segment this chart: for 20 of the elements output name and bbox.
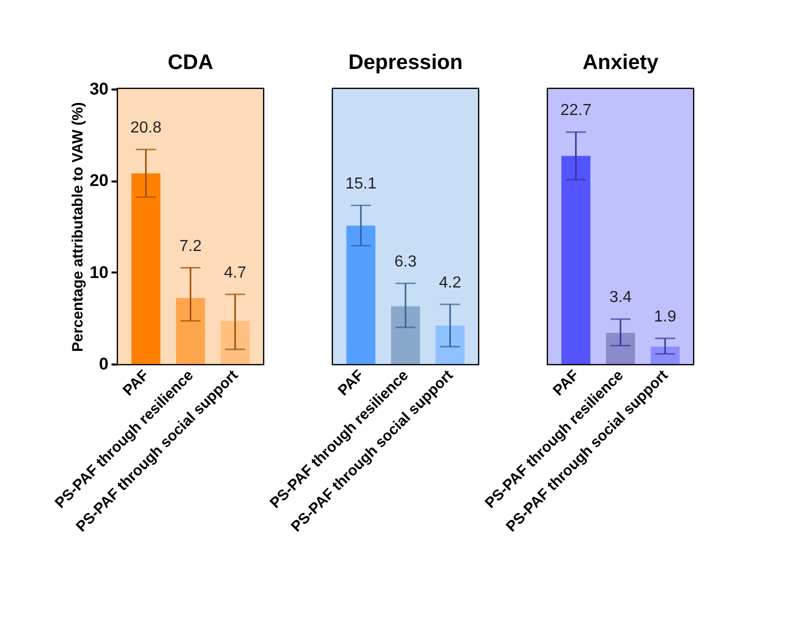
data-label: 4.7 — [224, 264, 246, 282]
y-axis-title: Percentage attributable to VAW (%) — [70, 102, 87, 352]
data-label: 6.3 — [394, 253, 417, 270]
data-label: 22.7 — [560, 102, 592, 120]
bar — [176, 298, 205, 364]
y-tick-label: 20 — [90, 171, 108, 190]
y-tick-label: 10 — [90, 262, 108, 282]
data-label: 15.1 — [345, 175, 377, 192]
data-label: 4.2 — [438, 274, 462, 292]
data-label: 1.9 — [654, 308, 676, 326]
data-label: 7.2 — [179, 238, 202, 255]
chart-title: Anxiety — [582, 51, 659, 74]
bar — [220, 320, 250, 364]
data-label: 3.4 — [609, 289, 632, 306]
bar — [131, 173, 160, 364]
data-label: 20.8 — [130, 120, 162, 136]
y-tick-label: 30 — [90, 80, 108, 98]
chart-title: CDA — [168, 51, 214, 74]
y-tick-label: 0 — [99, 354, 108, 374]
chart-title: Depression — [348, 51, 463, 74]
